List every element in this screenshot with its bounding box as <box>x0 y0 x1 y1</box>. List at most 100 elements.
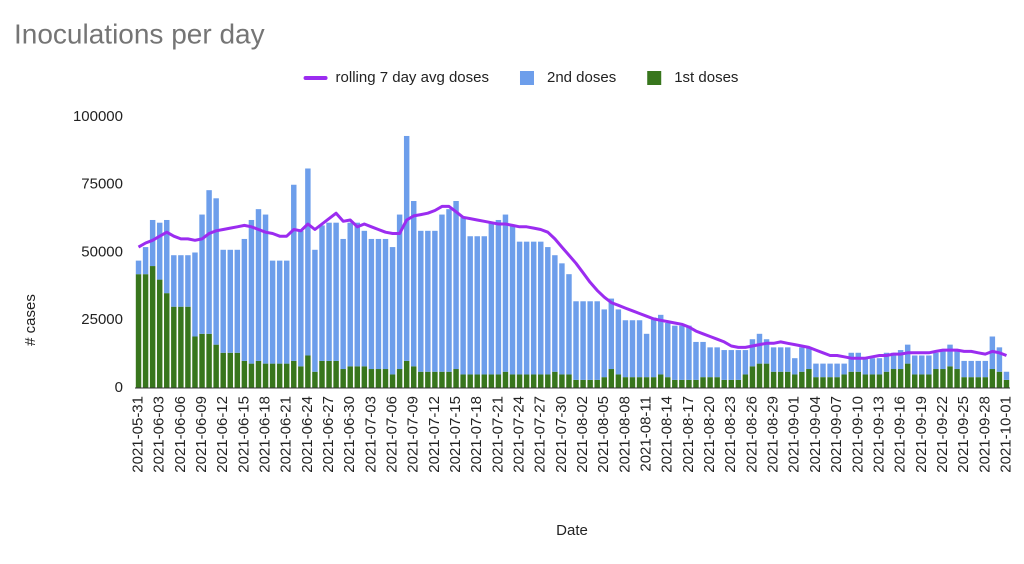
bar <box>460 217 466 375</box>
bar <box>439 214 445 372</box>
bar <box>354 222 361 367</box>
bar <box>156 222 163 280</box>
bar <box>679 379 685 388</box>
bar <box>312 249 318 372</box>
bar <box>411 366 417 388</box>
bar <box>234 249 241 353</box>
bar <box>389 374 396 388</box>
x-tick-label: 2021-09-19 <box>913 396 930 473</box>
bar <box>827 377 833 388</box>
bar <box>248 363 255 388</box>
bar <box>559 374 565 388</box>
bar <box>276 363 283 388</box>
x-tick-label: 2021-07-12 <box>426 396 443 473</box>
bar <box>657 374 664 388</box>
bar <box>425 371 431 388</box>
bar <box>933 369 939 388</box>
bar <box>728 350 734 380</box>
x-tick-label: 2021-09-10 <box>849 396 866 473</box>
bar <box>368 369 375 388</box>
bar <box>636 320 643 378</box>
bar <box>912 374 918 388</box>
x-tick-label: 2021-08-02 <box>574 396 591 473</box>
bar <box>248 219 255 364</box>
bar <box>834 377 840 388</box>
bar <box>968 360 974 378</box>
bar <box>665 322 671 378</box>
bar <box>650 377 657 388</box>
bar <box>361 366 368 388</box>
bar <box>305 168 311 356</box>
bar <box>545 374 551 388</box>
x-tick-label: 2021-09-25 <box>955 396 972 473</box>
bar <box>566 374 572 388</box>
bar <box>481 374 488 388</box>
bar <box>403 135 410 361</box>
bar <box>693 341 699 380</box>
bar <box>707 347 713 378</box>
x-tick-label: 2021-09-04 <box>807 396 824 473</box>
bar <box>608 298 615 370</box>
bar <box>361 230 368 367</box>
x-tick-label: 2021-08-08 <box>616 396 633 473</box>
chart-title: Inoculations per day <box>14 18 265 49</box>
bar <box>799 347 805 372</box>
bar <box>580 301 586 380</box>
bar <box>806 347 812 370</box>
bar <box>587 301 593 380</box>
bar <box>171 255 177 307</box>
y-axis-label: # cases <box>22 294 39 346</box>
x-tick-label: 2021-08-20 <box>701 396 718 473</box>
bar <box>135 274 142 388</box>
bar <box>432 230 438 372</box>
bar <box>940 369 946 388</box>
bar <box>545 247 551 375</box>
bar <box>770 371 777 388</box>
bar <box>538 374 544 388</box>
x-tick-label: 2021-08-29 <box>765 396 782 473</box>
bar <box>622 377 629 388</box>
bar <box>199 214 205 334</box>
bar <box>396 214 403 370</box>
bar <box>672 379 678 388</box>
legend-swatch <box>647 71 662 85</box>
bar <box>594 379 600 388</box>
bar <box>608 369 615 388</box>
x-tick-label: 2021-06-12 <box>214 396 231 473</box>
bar <box>411 201 417 367</box>
bar <box>594 301 600 380</box>
bar <box>989 369 996 388</box>
bar <box>354 366 361 388</box>
bar <box>763 339 770 364</box>
bar <box>164 293 170 388</box>
bar <box>552 255 558 372</box>
bar <box>784 347 791 372</box>
bar <box>227 249 233 353</box>
bar <box>474 236 480 375</box>
bar <box>650 317 657 378</box>
bar <box>467 236 473 375</box>
y-tick-label: 100000 <box>73 108 123 125</box>
y-tick-label: 50000 <box>81 243 123 260</box>
bar <box>488 222 495 375</box>
bar <box>262 214 269 364</box>
bar <box>912 355 918 375</box>
bar <box>142 247 149 275</box>
bar <box>241 360 248 388</box>
x-tick-label: 2021-08-26 <box>743 396 760 473</box>
bar <box>340 369 346 388</box>
bar <box>883 371 890 388</box>
x-tick-label: 2021-07-27 <box>532 396 549 473</box>
bar <box>721 379 727 388</box>
bar <box>418 371 424 388</box>
bar <box>792 358 798 375</box>
bar <box>665 377 671 388</box>
bar <box>276 260 283 364</box>
bar <box>347 366 353 388</box>
bar <box>848 352 854 372</box>
bar <box>693 379 699 388</box>
bar <box>961 360 967 378</box>
bar <box>375 238 382 370</box>
bar <box>813 377 819 388</box>
bar <box>481 236 488 375</box>
